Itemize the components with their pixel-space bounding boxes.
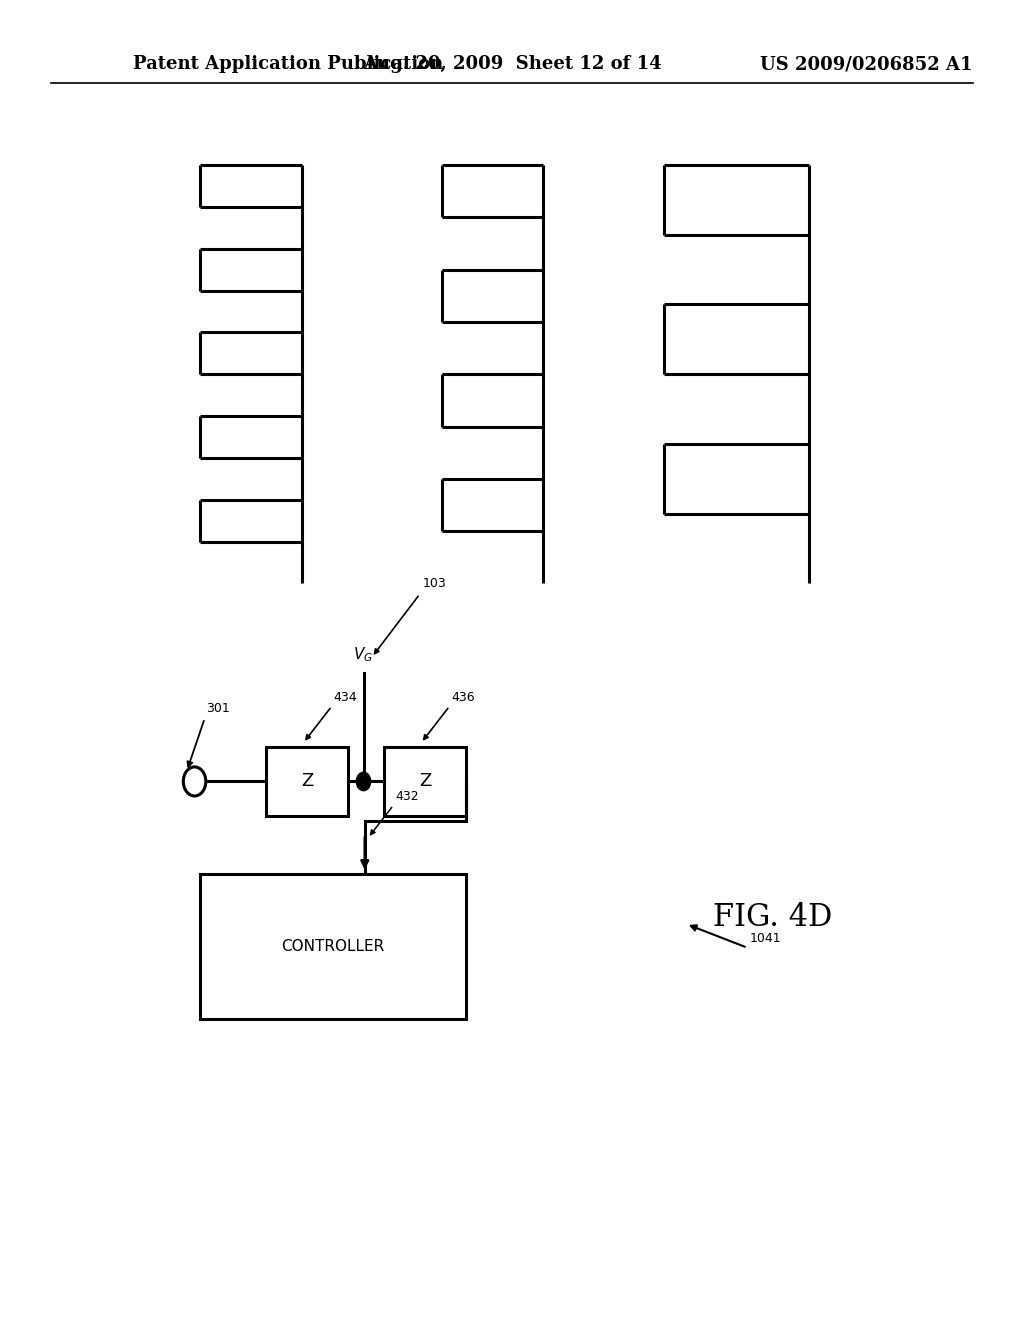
Text: Z: Z: [419, 772, 431, 791]
Bar: [266, 747, 348, 816]
Bar: [200, 874, 466, 1019]
Text: 436: 436: [452, 690, 475, 704]
Text: Z: Z: [301, 772, 313, 791]
Text: FIG. 4D: FIG. 4D: [714, 902, 833, 933]
Bar: [384, 747, 466, 816]
Text: 432: 432: [395, 789, 419, 803]
Text: CONTROLLER: CONTROLLER: [282, 939, 384, 954]
Text: 103: 103: [423, 577, 446, 590]
Text: $V_G$: $V_G$: [353, 645, 374, 664]
Text: Patent Application Publication: Patent Application Publication: [133, 55, 443, 74]
Text: Aug. 20, 2009  Sheet 12 of 14: Aug. 20, 2009 Sheet 12 of 14: [362, 55, 662, 74]
Circle shape: [356, 772, 371, 791]
Text: 434: 434: [334, 690, 357, 704]
Text: 1041: 1041: [750, 932, 781, 945]
Text: US 2009/0206852 A1: US 2009/0206852 A1: [760, 55, 973, 74]
Text: 301: 301: [206, 702, 229, 715]
